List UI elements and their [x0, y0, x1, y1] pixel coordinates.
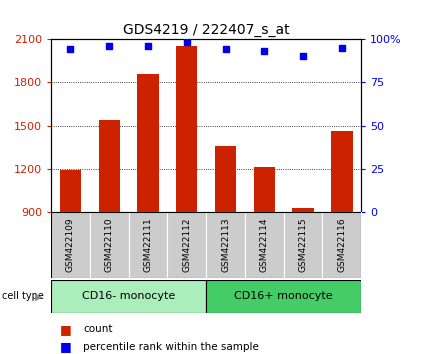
Text: count: count [83, 324, 112, 334]
Bar [137, 74, 159, 212]
Bar [167, 212, 206, 278]
Text: GSM422111: GSM422111 [144, 218, 153, 273]
Bar [176, 46, 197, 212]
Text: GSM422112: GSM422112 [182, 218, 191, 272]
Point [338, 45, 345, 50]
Bar [254, 167, 275, 212]
Text: ▶: ▶ [35, 291, 43, 302]
Title: GDS4219 / 222407_s_at: GDS4219 / 222407_s_at [123, 23, 289, 36]
Text: GSM422113: GSM422113 [221, 218, 230, 273]
Text: cell type: cell type [2, 291, 44, 302]
Bar [128, 212, 167, 278]
Bar [90, 212, 128, 278]
Text: percentile rank within the sample: percentile rank within the sample [83, 342, 259, 352]
Point [67, 46, 74, 52]
Bar [60, 170, 81, 212]
Text: CD16- monocyte: CD16- monocyte [82, 291, 175, 302]
Text: CD16+ monocyte: CD16+ monocyte [234, 291, 333, 302]
Bar [245, 212, 284, 278]
Text: ■: ■ [60, 323, 71, 336]
Bar [323, 212, 361, 278]
Bar [331, 131, 352, 212]
Bar [206, 280, 361, 313]
Point [300, 53, 306, 59]
Bar [51, 212, 90, 278]
Bar [51, 280, 206, 313]
Text: GSM422110: GSM422110 [105, 218, 113, 273]
Point [222, 46, 229, 52]
Text: GSM422114: GSM422114 [260, 218, 269, 272]
Point [106, 43, 113, 49]
Bar [206, 212, 245, 278]
Text: ■: ■ [60, 341, 71, 353]
Point [144, 43, 151, 49]
Text: GSM422109: GSM422109 [66, 218, 75, 273]
Bar [292, 208, 314, 212]
Text: GSM422116: GSM422116 [337, 218, 346, 273]
Text: GSM422115: GSM422115 [299, 218, 308, 273]
Bar [215, 146, 236, 212]
Point [183, 40, 190, 45]
Point [261, 48, 268, 54]
Bar [284, 212, 323, 278]
Bar [99, 120, 120, 212]
